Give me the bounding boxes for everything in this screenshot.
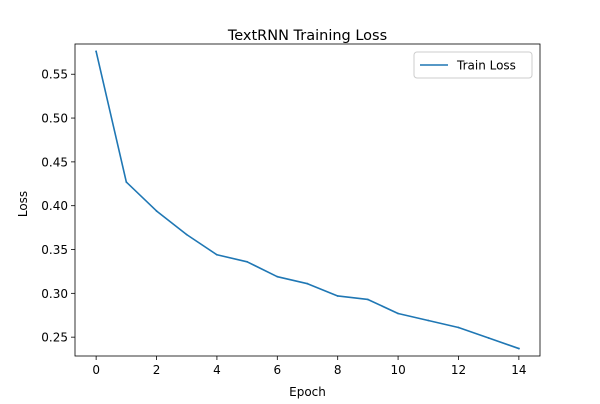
legend-label: Train Loss: [456, 59, 516, 73]
data-point: [487, 337, 490, 339]
y-tick-label: 0.25: [41, 331, 68, 345]
y-tick-label: 0.45: [41, 155, 68, 169]
data-point: [457, 326, 460, 329]
chart-title: TextRNN Training Loss: [227, 28, 387, 44]
x-tick-label: 2: [153, 363, 161, 377]
data-point: [517, 347, 520, 350]
y-tick-label: 0.40: [41, 199, 68, 213]
data-point: [306, 282, 309, 285]
x-tick-label: 6: [273, 363, 281, 377]
axes-frame: [74, 43, 541, 357]
x-tick-label: 8: [334, 363, 342, 377]
data-point: [216, 253, 218, 256]
plot-area: 0 2 4 6 8 10 12 14 0.25 0.30 0.35 0.40 0.45 0.50 0.55: [41, 43, 541, 377]
legend: Train Loss: [413, 51, 533, 79]
legend-box: [413, 51, 533, 79]
y-tick-label: 0.50: [41, 112, 68, 126]
y-axis-label: Loss: [16, 191, 30, 217]
data-point: [155, 210, 158, 212]
y-tick-label: 0.55: [41, 68, 68, 82]
x-tick-label: 14: [511, 363, 526, 377]
data-point: [185, 233, 188, 236]
data-point: [336, 295, 339, 297]
data-point: [366, 298, 369, 301]
data-point: [125, 181, 128, 183]
x-tick-label: 12: [451, 363, 466, 377]
data-point: [246, 260, 249, 263]
y-tick-label: 0.30: [41, 287, 68, 301]
x-tick-label: 10: [390, 363, 405, 377]
y-tick-label: 0.35: [41, 243, 68, 257]
x-tick-label: 4: [213, 363, 221, 377]
data-point: [276, 275, 279, 278]
data-point: [397, 312, 399, 315]
x-axis-label: Epoch: [289, 385, 326, 399]
data-point: [427, 319, 430, 322]
x-tick-label: 0: [92, 363, 100, 377]
data-point: [95, 50, 98, 53]
